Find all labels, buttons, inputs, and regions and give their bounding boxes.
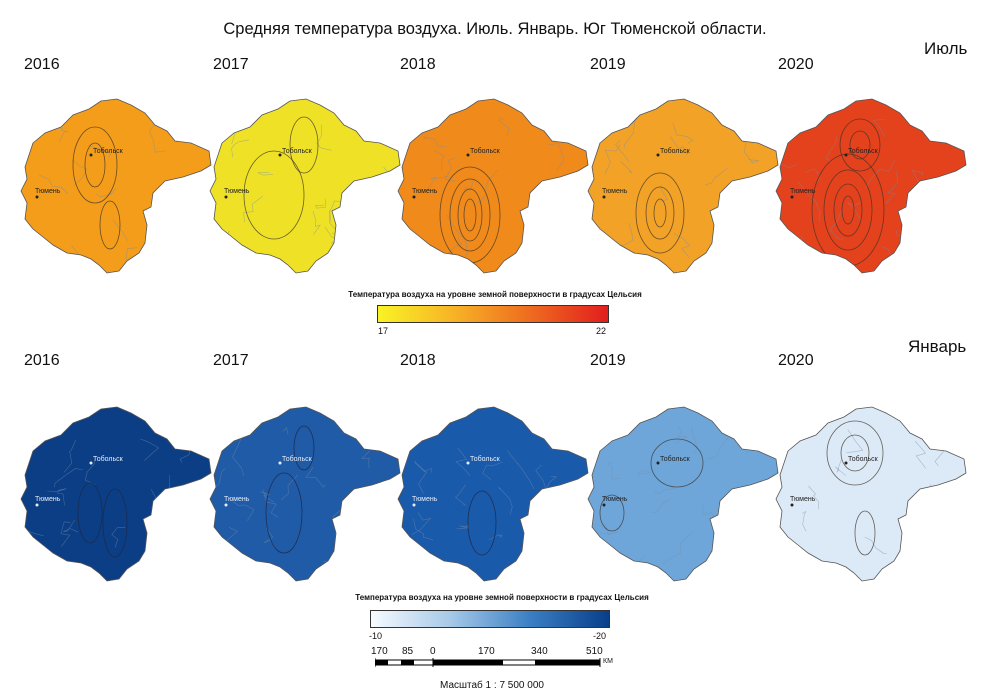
july-section-label: Июль bbox=[924, 39, 968, 58]
tyumen-label: Тюмень bbox=[602, 496, 628, 503]
tyumen-marker bbox=[790, 503, 794, 507]
july-year-2018: 2018 bbox=[400, 56, 436, 73]
july-legend-min: 17 bbox=[378, 326, 389, 336]
scale-label-4: 340 bbox=[531, 646, 548, 657]
tobolsk-marker bbox=[278, 153, 282, 157]
tobolsk-marker bbox=[278, 461, 282, 465]
map-july-2017: Тобольск Тюмень bbox=[204, 95, 404, 275]
tobolsk-marker bbox=[466, 153, 470, 157]
tobolsk-marker bbox=[656, 153, 660, 157]
january-year-2019: 2019 bbox=[590, 352, 626, 369]
july-legend-title: Температура воздуха на уровне земной пов… bbox=[348, 290, 642, 299]
january-legend-title: Температура воздуха на уровне земной пов… bbox=[355, 593, 649, 602]
tyumen-marker bbox=[224, 195, 228, 199]
tyumen-marker bbox=[35, 195, 39, 199]
scale-label-1: 85 bbox=[402, 646, 414, 657]
july-legend-max: 22 bbox=[596, 326, 607, 336]
tyumen-marker bbox=[790, 195, 794, 199]
map-january-2019: Тобольск Тюмень bbox=[582, 403, 782, 583]
tyumen-marker bbox=[602, 503, 606, 507]
scale-unit: КМ bbox=[603, 658, 613, 665]
july-year-2019: 2019 bbox=[590, 56, 626, 73]
map-july-2020: Тобольск Тюмень bbox=[770, 95, 970, 275]
tobolsk-marker bbox=[466, 461, 470, 465]
tyumen-label: Тюмень bbox=[412, 496, 438, 503]
tobolsk-label: Тобольск bbox=[282, 147, 313, 155]
tobolsk-label: Тобольск bbox=[93, 147, 124, 155]
tobolsk-marker bbox=[89, 153, 93, 157]
tobolsk-label: Тобольск bbox=[660, 455, 691, 463]
january-year-2017: 2017 bbox=[213, 352, 249, 369]
tyumen-marker bbox=[602, 195, 606, 199]
tobolsk-marker bbox=[844, 461, 848, 465]
map-january-2016: Тобольск Тюмень bbox=[15, 403, 215, 583]
scale-label-0: 170 bbox=[371, 646, 388, 657]
tobolsk-label: Тобольск bbox=[282, 455, 313, 463]
july-year-2016: 2016 bbox=[24, 56, 60, 73]
tobolsk-label: Тобольск bbox=[470, 147, 501, 155]
july-legend-colorbar bbox=[377, 305, 609, 323]
tyumen-label: Тюмень bbox=[224, 496, 250, 503]
tobolsk-marker bbox=[844, 153, 848, 157]
tyumen-label: Тюмень bbox=[602, 188, 628, 195]
scale-bar bbox=[375, 658, 601, 667]
map-january-2018: Тобольск Тюмень bbox=[392, 403, 592, 583]
tobolsk-label: Тобольск bbox=[848, 455, 879, 463]
tobolsk-marker bbox=[656, 461, 660, 465]
tobolsk-label: Тобольск bbox=[93, 455, 124, 463]
january-year-2020: 2020 bbox=[778, 352, 814, 369]
tyumen-marker bbox=[224, 503, 228, 507]
january-year-2018: 2018 bbox=[400, 352, 436, 369]
tyumen-label: Тюмень bbox=[35, 496, 61, 503]
tyumen-label: Тюмень bbox=[790, 188, 816, 195]
tyumen-label: Тюмень bbox=[412, 188, 438, 195]
tyumen-label: Тюмень bbox=[35, 188, 61, 195]
map-january-2017: Тобольск Тюмень bbox=[204, 403, 404, 583]
july-year-2020: 2020 bbox=[778, 56, 814, 73]
january-section-label: Январь bbox=[908, 337, 967, 356]
map-july-2018: Тобольск Тюмень bbox=[392, 95, 592, 275]
tobolsk-label: Тобольск bbox=[660, 147, 691, 155]
tyumen-label: Тюмень bbox=[224, 188, 250, 195]
tyumen-marker bbox=[35, 503, 39, 507]
scale-caption: Масштаб 1 : 7 500 000 bbox=[440, 680, 544, 691]
january-legend-colorbar bbox=[370, 610, 610, 628]
scale-label-5: 510 bbox=[586, 646, 603, 657]
july-year-2017: 2017 bbox=[213, 56, 249, 73]
tobolsk-marker bbox=[89, 461, 93, 465]
tyumen-marker bbox=[412, 503, 416, 507]
map-january-2020: Тобольск Тюмень bbox=[770, 403, 970, 583]
tobolsk-label: Тобольск bbox=[470, 455, 501, 463]
tyumen-label: Тюмень bbox=[790, 496, 816, 503]
january-year-2016: 2016 bbox=[24, 352, 60, 369]
scale-label-2: 0 bbox=[430, 646, 436, 657]
tyumen-marker bbox=[412, 195, 416, 199]
map-title: Средняя температура воздуха. Июль. Январ… bbox=[223, 20, 767, 38]
january-legend-max: -20 bbox=[593, 631, 607, 641]
january-legend-min: -10 bbox=[369, 631, 383, 641]
scale-label-3: 170 bbox=[478, 646, 495, 657]
map-july-2019: Тобольск Тюмень bbox=[582, 95, 782, 275]
map-july-2016: Тобольск Тюмень bbox=[15, 95, 215, 275]
tobolsk-label: Тобольск bbox=[848, 147, 879, 155]
